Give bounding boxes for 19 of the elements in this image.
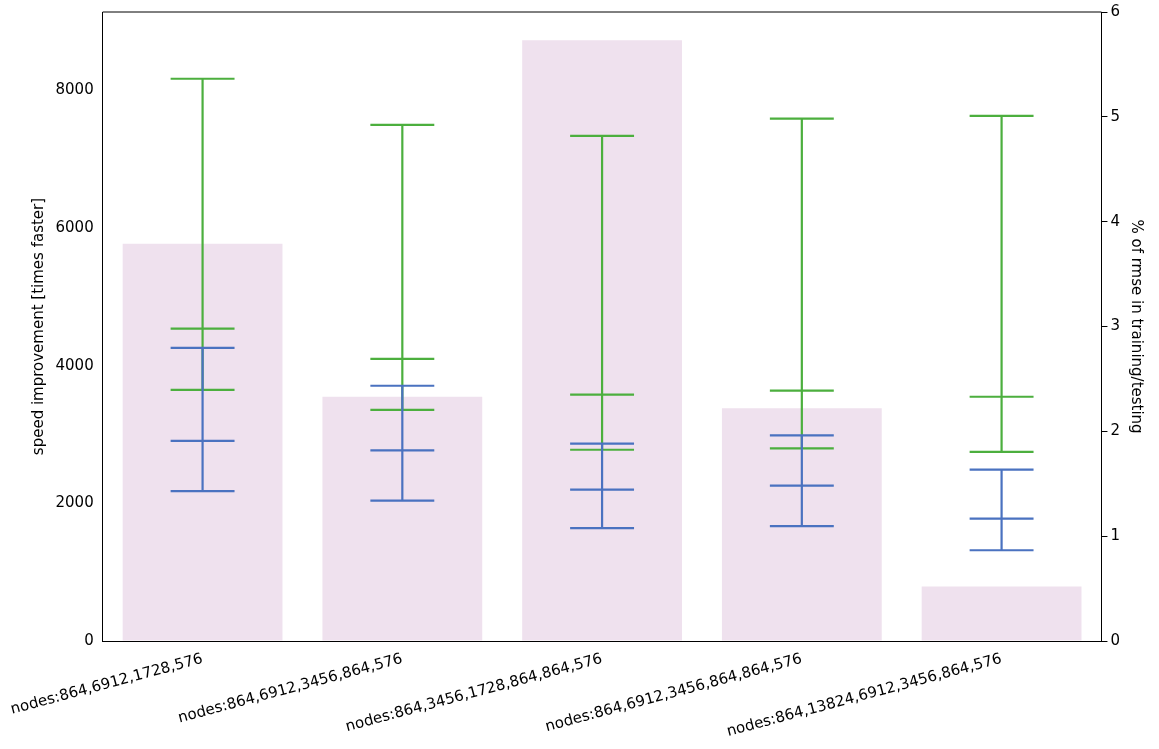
y-axis-title: speed improvement [times faster] [29, 197, 48, 456]
bar [721, 408, 882, 641]
bar [522, 40, 682, 641]
y2-tick-label: 0 [1110, 630, 1120, 649]
y-tick-label: 6000 [55, 218, 94, 237]
bar [921, 586, 1082, 641]
y2-tick-label: 6 [1110, 1, 1120, 20]
bar [122, 243, 283, 641]
y2-tick-label: 1 [1110, 526, 1120, 545]
y-tick-label: 8000 [55, 80, 94, 99]
y-tick-label: 4000 [55, 355, 94, 374]
y2-tick-label: 4 [1110, 211, 1120, 230]
y2-axis-title: % of rmse in training/testing [1128, 219, 1147, 434]
bar [322, 396, 483, 641]
y2-tick-label: 2 [1110, 421, 1120, 440]
y2-tick-label: 3 [1110, 316, 1120, 335]
y-tick-label: 2000 [55, 493, 94, 512]
y-tick-label: 0 [84, 630, 94, 649]
y2-tick-label: 5 [1110, 106, 1120, 125]
